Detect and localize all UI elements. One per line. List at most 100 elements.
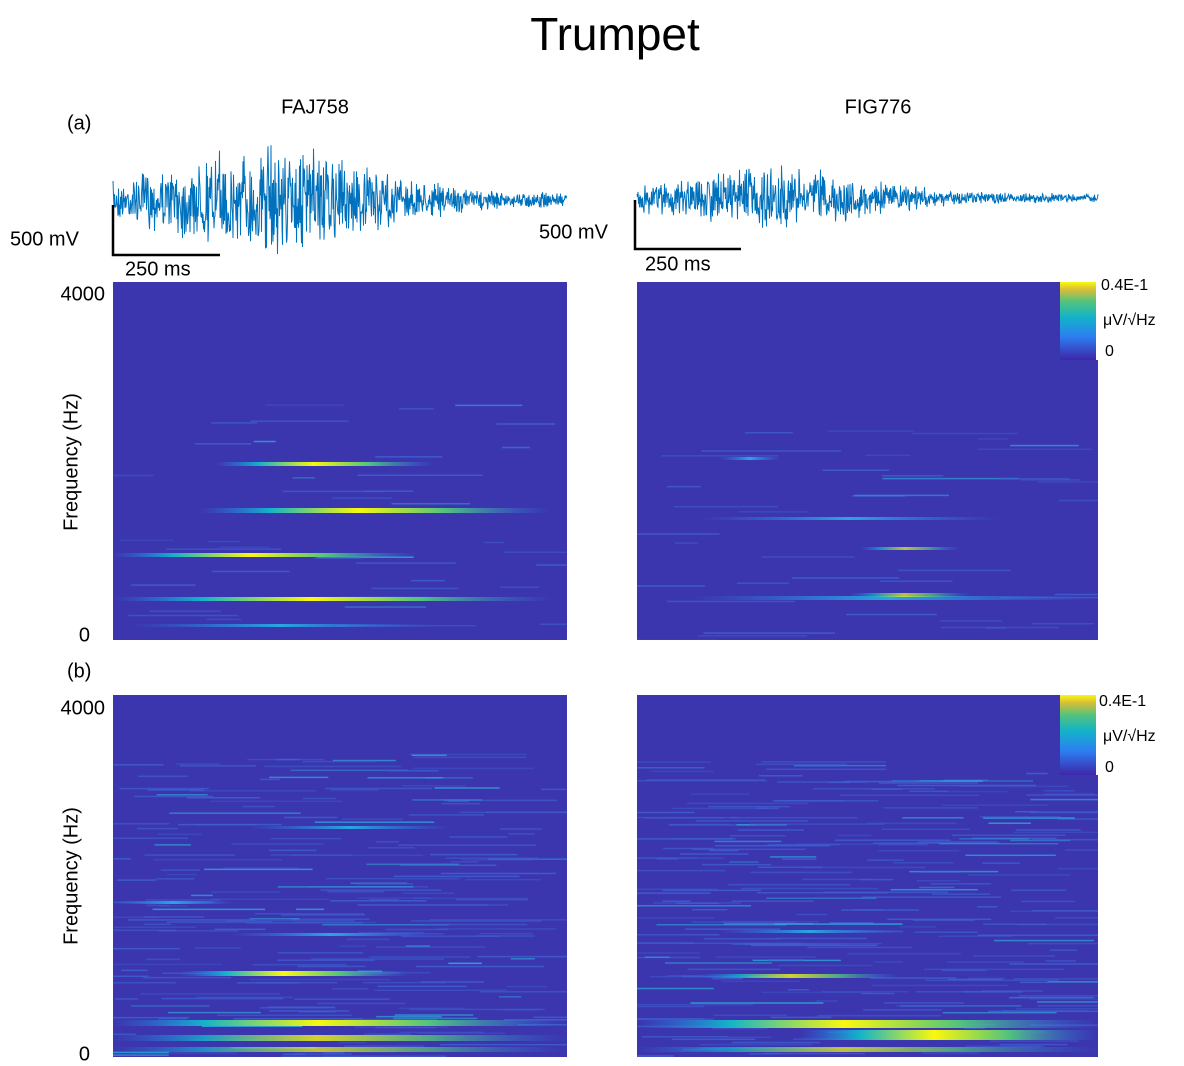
texture-streak: [637, 1018, 714, 1021]
texture-streak: [480, 991, 567, 993]
texture-streak: [1009, 963, 1098, 965]
texture-streak: [465, 878, 542, 881]
texture-streak: [802, 878, 872, 881]
texture-streak: [160, 869, 200, 871]
texture-streak: [399, 1031, 485, 1034]
texture-streak: [977, 934, 1098, 937]
texture-streak: [671, 1038, 756, 1041]
texture-streak: [194, 947, 241, 949]
texture-streak: [461, 858, 532, 861]
texture-streak: [1057, 867, 1098, 870]
texture-streak: [951, 834, 1066, 836]
texture-streak: [371, 587, 459, 590]
texture-streak: [873, 842, 1001, 844]
texture-streak: [394, 1014, 474, 1016]
texture-streak: [915, 990, 1004, 993]
texture-streak: [115, 998, 138, 1000]
colorbar: [1060, 695, 1096, 775]
texture-streak: [440, 1043, 567, 1046]
texture-streak: [862, 896, 1002, 898]
texture-streak: [853, 780, 941, 783]
texture-streak: [650, 975, 719, 978]
texture-streak: [137, 827, 178, 830]
texture-streak: [977, 448, 1093, 451]
texture-streak: [932, 893, 991, 895]
panel-label: (b): [67, 660, 91, 682]
texture-streak: [687, 968, 780, 971]
texture-streak: [506, 985, 548, 988]
texture-streak: [637, 857, 724, 860]
texture-streak: [1015, 1007, 1098, 1010]
texture-streak: [342, 818, 403, 820]
texture-streak: [210, 891, 281, 893]
texture-streak: [408, 814, 485, 816]
texture-streak: [1031, 622, 1095, 625]
texture-streak: [449, 836, 508, 838]
texture-streak: [413, 897, 528, 900]
texture-streak: [741, 887, 879, 890]
texture-streak: [701, 863, 771, 866]
texture-streak: [637, 869, 726, 872]
texture-streak: [912, 919, 975, 922]
texture-streak: [938, 935, 1013, 938]
texture-streak: [914, 931, 978, 933]
texture-streak: [837, 834, 872, 837]
texture-streak: [1030, 798, 1098, 801]
texture-streak: [344, 1018, 438, 1021]
texture-streak: [367, 777, 444, 779]
texture-streak: [692, 848, 806, 851]
texture-streak: [254, 913, 365, 915]
texture-streak: [356, 897, 434, 899]
texture-streak: [191, 894, 213, 897]
texture-streak: [898, 569, 1011, 572]
texture-streak: [113, 1051, 169, 1054]
texture-streak: [1016, 829, 1081, 831]
texture-streak: [637, 816, 738, 819]
texture-streak: [656, 924, 787, 926]
spectrogram: [113, 282, 567, 640]
texture-streak: [152, 859, 283, 861]
texture-streak: [210, 800, 343, 803]
texture-streak: [277, 886, 414, 888]
texture-streak: [311, 958, 445, 960]
texture-streak: [330, 789, 379, 791]
texture-streak: [194, 443, 252, 445]
y-tick-label: 4000: [61, 283, 106, 305]
texture-streak: [750, 823, 885, 825]
texture-streak: [839, 794, 980, 797]
texture-streak: [503, 551, 567, 554]
texture-streak: [357, 474, 483, 477]
texture-streak: [766, 768, 887, 771]
texture-streak: [673, 837, 736, 840]
texture-streak: [441, 802, 480, 805]
texture-streak: [854, 494, 949, 497]
texture-streak: [282, 490, 384, 493]
texture-streak: [745, 943, 800, 945]
texture-streak: [884, 1002, 964, 1004]
texture-streak: [415, 965, 544, 968]
texture-streak: [637, 952, 700, 954]
texture: [113, 404, 567, 627]
texture-streak: [732, 1041, 820, 1044]
texture-streak: [637, 888, 718, 890]
texture-streak: [448, 962, 482, 965]
texture-streak: [180, 765, 257, 767]
texture-streak: [703, 632, 836, 634]
texture-streak: [298, 1011, 337, 1013]
texture-streak: [387, 769, 439, 772]
streaks: [113, 462, 553, 627]
texture-streak: [375, 456, 443, 458]
texture-streak: [430, 853, 518, 856]
texture-streak: [291, 918, 370, 920]
texture-streak: [323, 1052, 345, 1054]
texture-streak: [947, 961, 1024, 963]
texture-streak: [1011, 889, 1067, 892]
texture-streak: [242, 805, 275, 808]
texture-streak: [357, 904, 489, 906]
texture-streak: [1031, 909, 1098, 912]
texture-streak: [1043, 789, 1076, 792]
texture-streak: [729, 835, 786, 837]
texture-streak: [210, 422, 258, 424]
texture-streak: [835, 839, 951, 841]
texture-streak: [1021, 900, 1076, 903]
